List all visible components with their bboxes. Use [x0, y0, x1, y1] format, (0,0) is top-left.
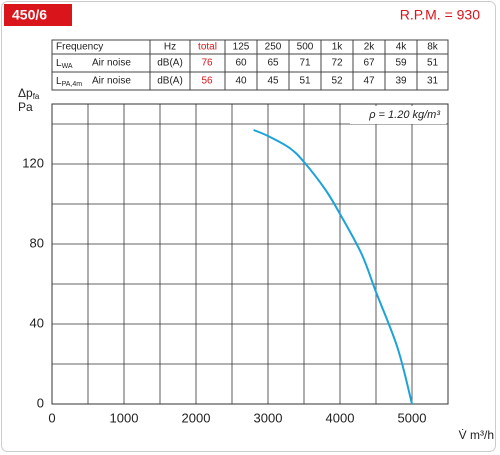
row-value: 31 — [427, 76, 439, 87]
row-source: Air noise — [92, 76, 131, 87]
x-label: V̇ m³/h — [459, 428, 494, 442]
y-tick-label: 40 — [30, 315, 44, 330]
column-header: 500 — [297, 42, 314, 53]
row-symbol: LPA,4m — [56, 76, 82, 88]
y-label-sub: fa — [33, 92, 40, 101]
column-header: total — [198, 42, 217, 53]
row-value: 60 — [235, 58, 247, 69]
column-header: 4k — [396, 42, 408, 53]
row-total: 76 — [201, 58, 213, 69]
x-tick-label: 5000 — [398, 410, 427, 425]
annotation-box — [350, 106, 446, 124]
row-value: 65 — [267, 58, 279, 69]
symbol: L — [56, 58, 62, 69]
row-value: 52 — [331, 76, 343, 87]
x-tick-label: 1000 — [110, 410, 139, 425]
y-tick-label: 0 — [37, 395, 44, 410]
y-label: Δpfa — [18, 86, 40, 101]
table-border — [51, 39, 449, 91]
x-tick-label: 4000 — [326, 410, 355, 425]
model-box — [4, 4, 72, 26]
row-value: 39 — [395, 76, 407, 87]
row-value: 72 — [331, 58, 343, 69]
rpm: R.P.M. = 930 — [400, 7, 481, 23]
y-unit: Pa — [18, 100, 33, 114]
column-header: Hz — [164, 42, 176, 53]
row-total: 56 — [201, 76, 213, 87]
subscript: WA — [62, 63, 73, 70]
row-value: 51 — [427, 58, 439, 69]
column-header: 2k — [364, 42, 376, 53]
subscript: PA,4m — [62, 81, 83, 88]
y-tick-label: 80 — [30, 235, 44, 250]
row-value: 40 — [235, 76, 247, 87]
column-header: 125 — [233, 42, 250, 53]
row-value: 59 — [395, 58, 407, 69]
plot-border — [51, 103, 449, 405]
y-label-main: Δp — [18, 86, 33, 100]
row-value: 71 — [299, 58, 311, 69]
fan-curve — [253, 129, 413, 405]
column-header: Frequency — [56, 42, 103, 53]
column-header: 250 — [265, 42, 282, 53]
noise-table: Frequency Hz total 125 250 500 1k 2k 4k 8k LWA Air … — [51, 39, 449, 91]
annotation: ρ = 1.20 kg/m³ — [368, 109, 440, 121]
symbol: L — [56, 76, 62, 87]
column-header: 8k — [427, 42, 439, 53]
row-source: Air noise — [92, 58, 131, 69]
row-value: 45 — [267, 76, 279, 87]
model: 450/6 — [12, 7, 47, 23]
row-symbol: LWA — [56, 58, 73, 70]
x-tick-label: 2000 — [182, 410, 211, 425]
column-header: 1k — [332, 42, 344, 53]
x-tick-label: 3000 — [254, 410, 283, 425]
y-tick-label: 120 — [22, 155, 44, 170]
row-value: 47 — [363, 76, 375, 87]
x-tick-label: 0 — [48, 410, 55, 425]
row-unit: dB(A) — [157, 58, 183, 69]
row-value: 51 — [299, 76, 311, 87]
row-value: 67 — [363, 58, 375, 69]
row-unit: dB(A) — [157, 76, 183, 87]
